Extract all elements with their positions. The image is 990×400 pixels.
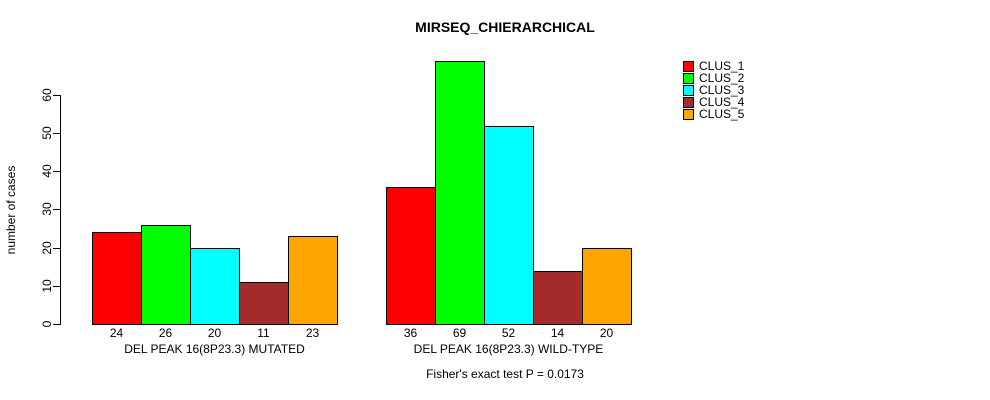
bar-value-label: 24 bbox=[109, 326, 124, 340]
bar-value-label: 36 bbox=[403, 326, 418, 340]
y-tick-mark bbox=[53, 171, 60, 172]
y-tick-mark bbox=[53, 95, 60, 96]
legend-swatch-icon bbox=[683, 72, 694, 84]
chart-title: MIRSEQ_CHIERARCHICAL bbox=[415, 19, 595, 35]
y-axis-line bbox=[60, 95, 61, 325]
bar-clus_4 bbox=[533, 271, 583, 325]
legend-item-clus_2: CLUS_2 bbox=[683, 72, 744, 84]
y-tick-mark bbox=[53, 324, 60, 325]
legend: CLUS_1 CLUS_2 CLUS_3 CLUS_4 CLUS_5 bbox=[683, 60, 744, 120]
legend-item-clus_5: CLUS_5 bbox=[683, 108, 744, 120]
y-tick-mark bbox=[53, 286, 60, 287]
bar-value-label: 52 bbox=[501, 326, 516, 340]
bar-clus_2 bbox=[141, 225, 191, 325]
bar-clus_1 bbox=[386, 187, 436, 325]
bar-clus_5 bbox=[582, 248, 632, 325]
legend-swatch-icon bbox=[683, 60, 694, 72]
bar-clus_3 bbox=[484, 126, 534, 325]
group-label: DEL PEAK 16(8P23.3) MUTATED bbox=[124, 342, 305, 356]
legend-swatch-icon bbox=[683, 96, 694, 108]
legend-item-clus_1: CLUS_1 bbox=[683, 60, 744, 72]
y-tick-label: 10 bbox=[40, 279, 54, 293]
y-tick-label: 20 bbox=[40, 241, 54, 255]
y-tick-mark bbox=[53, 209, 60, 210]
legend-swatch-icon bbox=[683, 108, 694, 120]
legend-label: CLUS_3 bbox=[699, 83, 745, 97]
bar-value-label: 20 bbox=[599, 326, 614, 340]
y-tick-label: 50 bbox=[40, 126, 54, 140]
y-tick-label: 40 bbox=[40, 164, 54, 178]
bar-value-label: 11 bbox=[257, 326, 270, 340]
y-tick-mark bbox=[53, 133, 60, 134]
annotation-text: Fisher's exact test P = 0.0173 bbox=[426, 367, 584, 381]
legend-item-clus_3: CLUS_3 bbox=[683, 84, 744, 96]
legend-item-clus_4: CLUS_4 bbox=[683, 96, 744, 108]
legend-label: CLUS_5 bbox=[699, 107, 745, 121]
bar-clus_5 bbox=[288, 236, 338, 325]
y-tick-label: 60 bbox=[40, 88, 54, 102]
legend-label: CLUS_4 bbox=[699, 95, 745, 109]
legend-label: CLUS_2 bbox=[699, 71, 745, 85]
legend-swatch-icon bbox=[683, 84, 694, 96]
bar-value-label: 23 bbox=[305, 326, 320, 340]
legend-label: CLUS_1 bbox=[699, 59, 745, 73]
bar-value-label: 20 bbox=[207, 326, 222, 340]
bar-value-label: 69 bbox=[452, 326, 467, 340]
bar-clus_1 bbox=[92, 232, 142, 325]
y-axis-title: number of cases bbox=[4, 165, 18, 255]
group-label: DEL PEAK 16(8P23.3) WILD-TYPE bbox=[413, 342, 604, 356]
bar-clus_2 bbox=[435, 61, 485, 325]
bar-value-label: 14 bbox=[550, 326, 565, 340]
bar-clus_4 bbox=[239, 282, 289, 325]
bar-clus_3 bbox=[190, 248, 240, 325]
y-tick-label: 30 bbox=[40, 202, 54, 216]
bar-value-label: 26 bbox=[158, 326, 173, 340]
y-tick-mark bbox=[53, 248, 60, 249]
y-tick-label: 0 bbox=[40, 320, 54, 328]
